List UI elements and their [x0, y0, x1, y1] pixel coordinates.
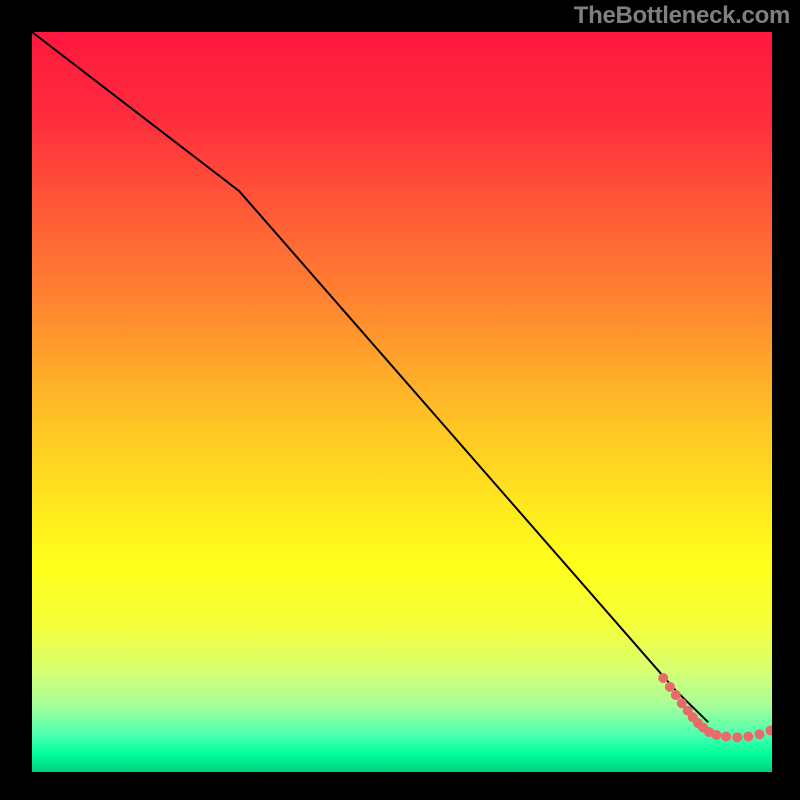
data-point [658, 673, 668, 683]
data-point [665, 682, 675, 692]
gradient-background [32, 32, 772, 772]
data-point [743, 731, 753, 741]
data-point [754, 729, 764, 739]
data-point [732, 732, 742, 742]
data-point [671, 690, 681, 700]
chart-svg [32, 32, 772, 772]
data-point [721, 731, 731, 741]
plot-area [32, 32, 772, 772]
watermark-text: TheBottleneck.com [574, 2, 790, 30]
chart-frame: TheBottleneck.com [0, 0, 800, 800]
data-point [712, 730, 722, 740]
